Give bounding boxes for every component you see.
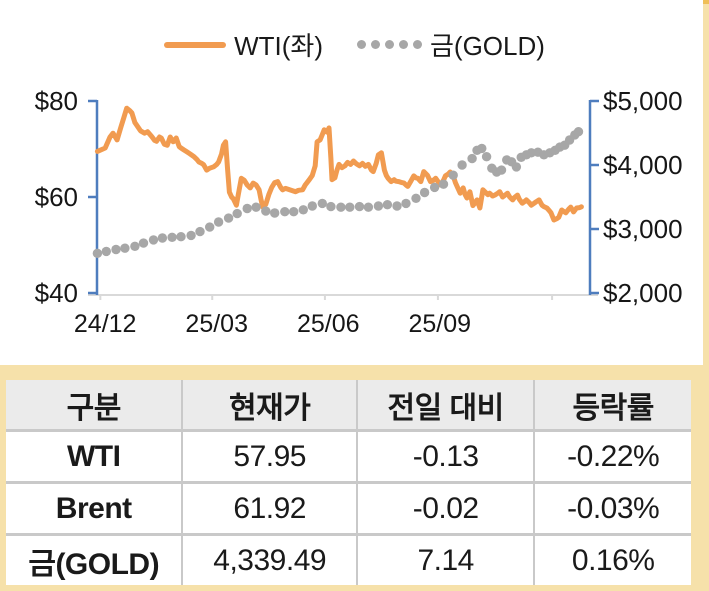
row-brent-change: -0.02 bbox=[357, 484, 534, 533]
left-axis-label: $40 bbox=[35, 278, 78, 308]
row-wti-name: WTI bbox=[6, 432, 182, 481]
gold-dot bbox=[345, 202, 355, 212]
price-table-section: 구분 현재가 전일 대비 등락률 WTI 57.95 -0.13 -0.22% … bbox=[0, 365, 709, 591]
legend-item-gold: 금(GOLD) bbox=[356, 26, 545, 63]
gold-dot bbox=[411, 193, 421, 203]
left-axis-label: $80 bbox=[35, 86, 78, 116]
gold-dot bbox=[438, 179, 449, 189]
row-gold-pct: 0.16% bbox=[535, 536, 691, 585]
gold-dot bbox=[363, 202, 374, 212]
row-wti-price: 57.95 bbox=[183, 432, 356, 481]
row-wti-change: -0.13 bbox=[357, 432, 534, 481]
gold-dot bbox=[213, 217, 224, 227]
row-gold-change: 7.14 bbox=[357, 536, 534, 585]
table-header-price: 현재가 bbox=[183, 380, 356, 429]
table-header-pct: 등락률 bbox=[535, 380, 691, 429]
gold-dot bbox=[373, 201, 384, 211]
row-brent-price: 61.92 bbox=[183, 484, 356, 533]
gold-dot bbox=[419, 187, 430, 198]
gold-dot bbox=[457, 160, 467, 170]
gold-dot bbox=[148, 235, 159, 245]
x-axis-label: 25/06 bbox=[297, 310, 360, 338]
gold-dot bbox=[242, 203, 252, 214]
gold-dot bbox=[167, 232, 177, 242]
gold-dot bbox=[382, 200, 393, 210]
gold-dot bbox=[251, 202, 261, 212]
gold-dot bbox=[101, 246, 112, 257]
wti-line-swatch-icon bbox=[164, 41, 227, 48]
gold-dot bbox=[232, 208, 242, 219]
x-axis-label: 25/03 bbox=[185, 310, 248, 338]
x-axis-label: 25/09 bbox=[409, 310, 472, 338]
table-header-change: 전일 대비 bbox=[357, 380, 534, 429]
gold-dot bbox=[477, 143, 487, 154]
row-gold-name: 금(GOLD) bbox=[6, 536, 182, 585]
gold-dot bbox=[138, 238, 149, 248]
gold-dot bbox=[195, 226, 205, 237]
tan-border-cap bbox=[703, 0, 709, 4]
row-brent-pct: -0.03% bbox=[535, 484, 691, 533]
gold-dot bbox=[92, 248, 103, 258]
gold-dot bbox=[481, 152, 492, 162]
tan-border-strip bbox=[703, 0, 709, 366]
gold-dot bbox=[511, 162, 522, 172]
right-axis-label: $5,000 bbox=[603, 86, 683, 116]
row-wti-pct: -0.22% bbox=[535, 432, 691, 481]
gold-dot bbox=[317, 198, 327, 209]
gold-dot bbox=[467, 153, 477, 164]
gold-dot bbox=[186, 230, 196, 241]
gold-dot bbox=[289, 207, 299, 217]
gold-dot bbox=[298, 205, 308, 215]
gold-dot bbox=[354, 201, 365, 212]
gold-dot bbox=[429, 182, 440, 193]
gold-dot bbox=[120, 243, 130, 253]
right-axis-label: $3,000 bbox=[603, 214, 683, 244]
gold-dot bbox=[157, 233, 168, 243]
right-axis-label: $2,000 bbox=[603, 278, 683, 308]
wti-series-line bbox=[94, 105, 584, 223]
legend-label-gold: 금(GOLD) bbox=[429, 31, 545, 61]
gold-dot bbox=[448, 170, 458, 180]
right-axis-label: $4,000 bbox=[603, 150, 683, 180]
gold-dots-swatch-icon bbox=[356, 40, 422, 49]
gold-dot bbox=[307, 201, 317, 211]
gold-dot bbox=[176, 232, 186, 242]
dual-axis-line-chart: 24/12 25/03 25/06 25/09 $80 $60 $40 $5,000 $4,00… bbox=[35, 86, 683, 338]
chart-legend: WTI(좌) 금(GOLD) bbox=[0, 26, 709, 63]
row-brent-name: Brent bbox=[6, 484, 182, 533]
x-axis-label: 24/12 bbox=[74, 310, 137, 338]
legend-label-wti: WTI(좌) bbox=[234, 31, 323, 61]
gold-dot bbox=[205, 222, 215, 232]
gold-dot bbox=[270, 208, 280, 218]
gold-dot bbox=[336, 202, 346, 212]
left-axis-label: $60 bbox=[35, 182, 78, 212]
gold-dot bbox=[261, 206, 271, 216]
row-gold-price: 4,339.49 bbox=[183, 536, 356, 585]
gold-dot bbox=[111, 244, 121, 255]
gold-dot bbox=[401, 198, 411, 209]
gold-dot bbox=[223, 213, 234, 223]
gold-dot bbox=[130, 241, 140, 251]
legend-item-wti: WTI(좌) bbox=[164, 26, 323, 63]
gold-dot bbox=[573, 127, 584, 137]
gold-dot bbox=[280, 207, 290, 217]
gold-series-dots bbox=[92, 127, 584, 258]
gold-dot bbox=[496, 165, 507, 175]
gold-dot bbox=[326, 201, 336, 212]
gold-dot bbox=[392, 201, 402, 211]
price-table: 구분 현재가 전일 대비 등락률 WTI 57.95 -0.13 -0.22% … bbox=[6, 380, 691, 585]
table-header-category: 구분 bbox=[6, 380, 182, 429]
